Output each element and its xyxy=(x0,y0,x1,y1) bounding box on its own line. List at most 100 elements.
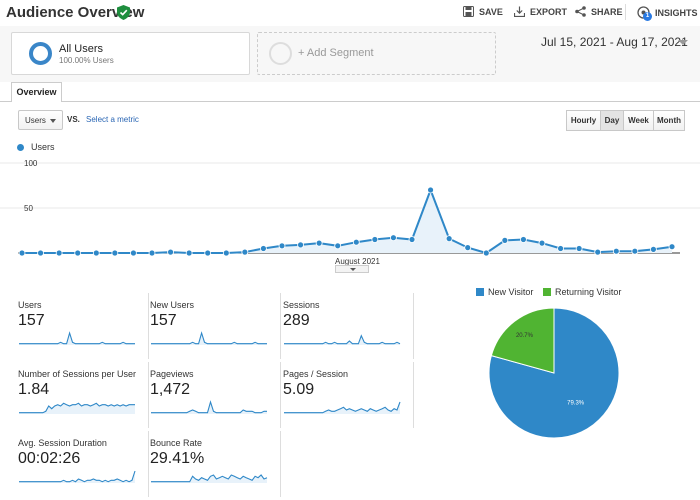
users-data-point[interactable] xyxy=(650,246,657,253)
users-data-point[interactable] xyxy=(631,247,639,255)
metric-tile[interactable]: Pages / Session 5.09 xyxy=(283,362,414,428)
users-data-point[interactable] xyxy=(167,248,174,256)
y-tick-label: 50 xyxy=(24,204,33,213)
users-data-point[interactable] xyxy=(92,249,100,257)
export-button[interactable]: EXPORT xyxy=(514,6,567,17)
users-data-point[interactable] xyxy=(185,249,193,257)
metric-value: 289 xyxy=(283,312,310,329)
insights-button[interactable]: 1 INSIGHTS xyxy=(637,6,698,21)
metric-sparkline xyxy=(19,402,135,414)
granularity-day[interactable]: Day xyxy=(600,110,624,131)
metric-value: 157 xyxy=(18,312,45,329)
segment-percentage: 100.00% Users xyxy=(59,56,114,65)
users-data-point[interactable] xyxy=(612,247,620,255)
users-legend-label: Users xyxy=(31,142,55,152)
segment-name: All Users xyxy=(59,43,104,55)
users-data-point[interactable] xyxy=(18,249,26,257)
metric-value: 157 xyxy=(150,312,177,329)
users-data-point[interactable] xyxy=(278,242,286,250)
share-button[interactable]: SHARE xyxy=(575,6,623,17)
add-segment-button[interactable]: + Add Segment xyxy=(257,32,496,75)
granularity-hourly[interactable]: Hourly xyxy=(566,110,601,131)
users-data-point[interactable] xyxy=(594,248,602,256)
tab-overview[interactable]: Overview xyxy=(11,82,62,102)
metric-tile[interactable]: Pageviews 1,472 xyxy=(150,362,281,428)
chart-expand-toggle[interactable] xyxy=(335,265,369,273)
users-data-point[interactable] xyxy=(297,241,304,249)
users-data-point[interactable] xyxy=(352,238,360,246)
metric-tile[interactable]: Sessions 289 xyxy=(283,293,414,359)
users-data-point[interactable] xyxy=(520,236,527,243)
metric-value: 1,472 xyxy=(150,381,191,398)
metric-label: Number of Sessions per User xyxy=(18,369,137,379)
users-data-point[interactable] xyxy=(668,243,676,251)
users-data-point[interactable] xyxy=(408,236,416,243)
metric-tile[interactable]: Number of Sessions per User 1.84 xyxy=(18,362,149,428)
metric-tile[interactable]: New Users 157 xyxy=(150,293,281,359)
metric-sparkline xyxy=(284,334,401,345)
metric-value: 29.41% xyxy=(150,450,205,467)
new-visitor-swatch xyxy=(476,288,484,296)
users-data-point[interactable] xyxy=(464,244,472,251)
users-data-point[interactable] xyxy=(222,249,230,257)
users-data-point[interactable] xyxy=(334,242,342,250)
users-data-point[interactable] xyxy=(204,249,212,257)
users-data-point[interactable] xyxy=(55,249,63,257)
users-data-point[interactable] xyxy=(260,245,267,252)
users-data-point[interactable] xyxy=(130,249,137,257)
metric-label: Users xyxy=(18,300,42,310)
x-axis-month-label: August 2021 xyxy=(335,257,380,266)
users-series-line xyxy=(22,187,673,255)
granularity-week[interactable]: Week xyxy=(623,110,654,131)
save-label: SAVE xyxy=(479,6,503,17)
segment-all-users[interactable]: All Users 100.00% Users xyxy=(11,32,250,75)
chevron-down-icon[interactable] xyxy=(678,40,688,45)
metric-label: Pageviews xyxy=(150,369,194,379)
metric-sparkline xyxy=(284,401,401,414)
users-legend-swatch xyxy=(17,144,24,151)
metric-tile[interactable]: Bounce Rate 29.41% xyxy=(150,431,281,497)
pie-legend-new: New Visitor xyxy=(476,287,533,297)
save-button[interactable]: SAVE xyxy=(463,6,503,17)
users-data-point[interactable] xyxy=(371,236,379,243)
vs-label: VS. xyxy=(67,115,80,124)
metric-select[interactable]: Users xyxy=(18,110,63,130)
metric-tile[interactable]: Avg. Session Duration 00:02:26 xyxy=(18,431,149,497)
metric-sparkline xyxy=(19,331,135,345)
users-data-point[interactable] xyxy=(501,237,509,244)
pie-slice[interactable] xyxy=(490,307,555,374)
pie-legend-returning: Returning Visitor xyxy=(543,287,621,297)
users-data-point[interactable] xyxy=(74,249,82,257)
granularity-month[interactable]: Month xyxy=(653,110,685,131)
users-data-point[interactable] xyxy=(445,235,453,242)
metric-tile[interactable]: Users 157 xyxy=(18,293,149,359)
new-visitor-label: New Visitor xyxy=(488,287,534,297)
verified-shield-icon xyxy=(117,5,130,20)
users-data-point[interactable] xyxy=(557,245,564,252)
metric-value: 1.84 xyxy=(18,381,50,398)
users-data-point[interactable] xyxy=(538,239,546,247)
users-data-point[interactable] xyxy=(427,186,434,194)
users-data-point[interactable] xyxy=(575,245,583,252)
users-data-point[interactable] xyxy=(482,249,490,257)
date-range-picker[interactable]: Jul 15, 2021 - Aug 17, 2021 xyxy=(541,35,688,49)
users-data-point[interactable] xyxy=(315,239,323,247)
metric-label: New Users xyxy=(150,300,195,310)
chevron-down-icon xyxy=(50,119,56,123)
header-divider xyxy=(625,4,626,20)
share-label: SHARE xyxy=(591,6,623,17)
users-data-point[interactable] xyxy=(37,249,44,257)
select-metric-link[interactable]: Select a metric xyxy=(86,115,139,124)
segment-ring-icon xyxy=(29,42,52,65)
returning-visitor-label: Returning Visitor xyxy=(555,287,622,297)
visitor-pie-chart: 79.3% 20.7% xyxy=(488,307,620,439)
segment-placeholder-icon xyxy=(269,42,292,65)
users-line-chart: 100 50 xyxy=(0,159,700,257)
users-data-point[interactable] xyxy=(241,248,249,256)
metric-select-value: Users xyxy=(25,116,46,125)
returning-visitor-swatch xyxy=(543,288,551,296)
users-data-point[interactable] xyxy=(390,234,397,242)
users-data-point[interactable] xyxy=(111,249,119,257)
users-data-point[interactable] xyxy=(148,249,156,257)
insights-badge: 1 xyxy=(643,12,652,21)
